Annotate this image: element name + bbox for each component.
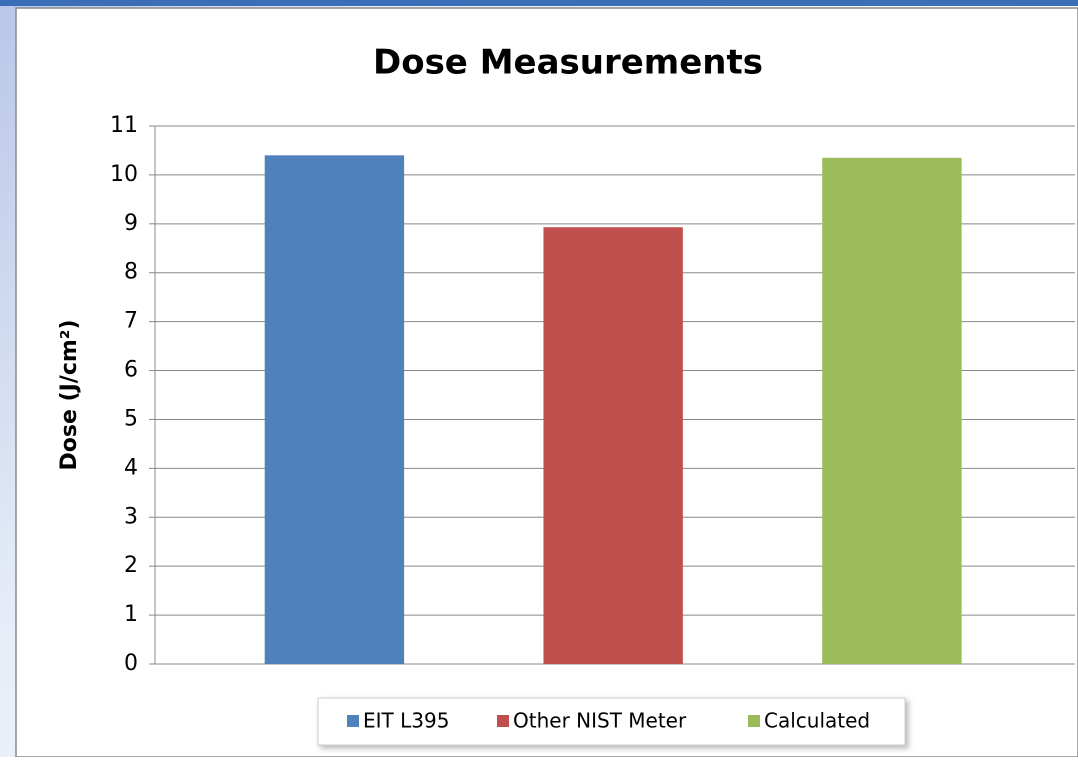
y-tick-label: 3 [124, 504, 138, 529]
y-tick-label: 1 [124, 602, 138, 627]
legend-label: Other NIST Meter [513, 709, 687, 733]
legend [317, 697, 906, 746]
y-axis-label: Dose (J/cm²) [57, 320, 82, 471]
y-tick-label: 7 [124, 309, 138, 334]
bar [543, 227, 683, 664]
y-tick-label: 11 [110, 113, 138, 138]
legend-swatch [347, 715, 359, 727]
y-tick-label: 0 [124, 651, 138, 676]
legend-swatch [497, 715, 509, 727]
bar [264, 155, 405, 664]
bar [822, 157, 962, 665]
y-tick-label: 8 [124, 260, 138, 285]
y-tick-label: 4 [124, 455, 138, 480]
chart-title: Dose Measurements [373, 43, 763, 83]
legend-label: EIT L395 [363, 709, 449, 733]
legend-label: Calculated [764, 709, 870, 733]
top-strip [0, 0, 1078, 6]
legend-swatch [748, 715, 760, 727]
y-tick-label: 6 [124, 358, 138, 383]
y-tick-label: 2 [124, 553, 138, 578]
y-tick-label: 5 [124, 406, 138, 431]
y-tick-label: 9 [124, 211, 138, 236]
y-tick-label: 10 [110, 162, 138, 187]
